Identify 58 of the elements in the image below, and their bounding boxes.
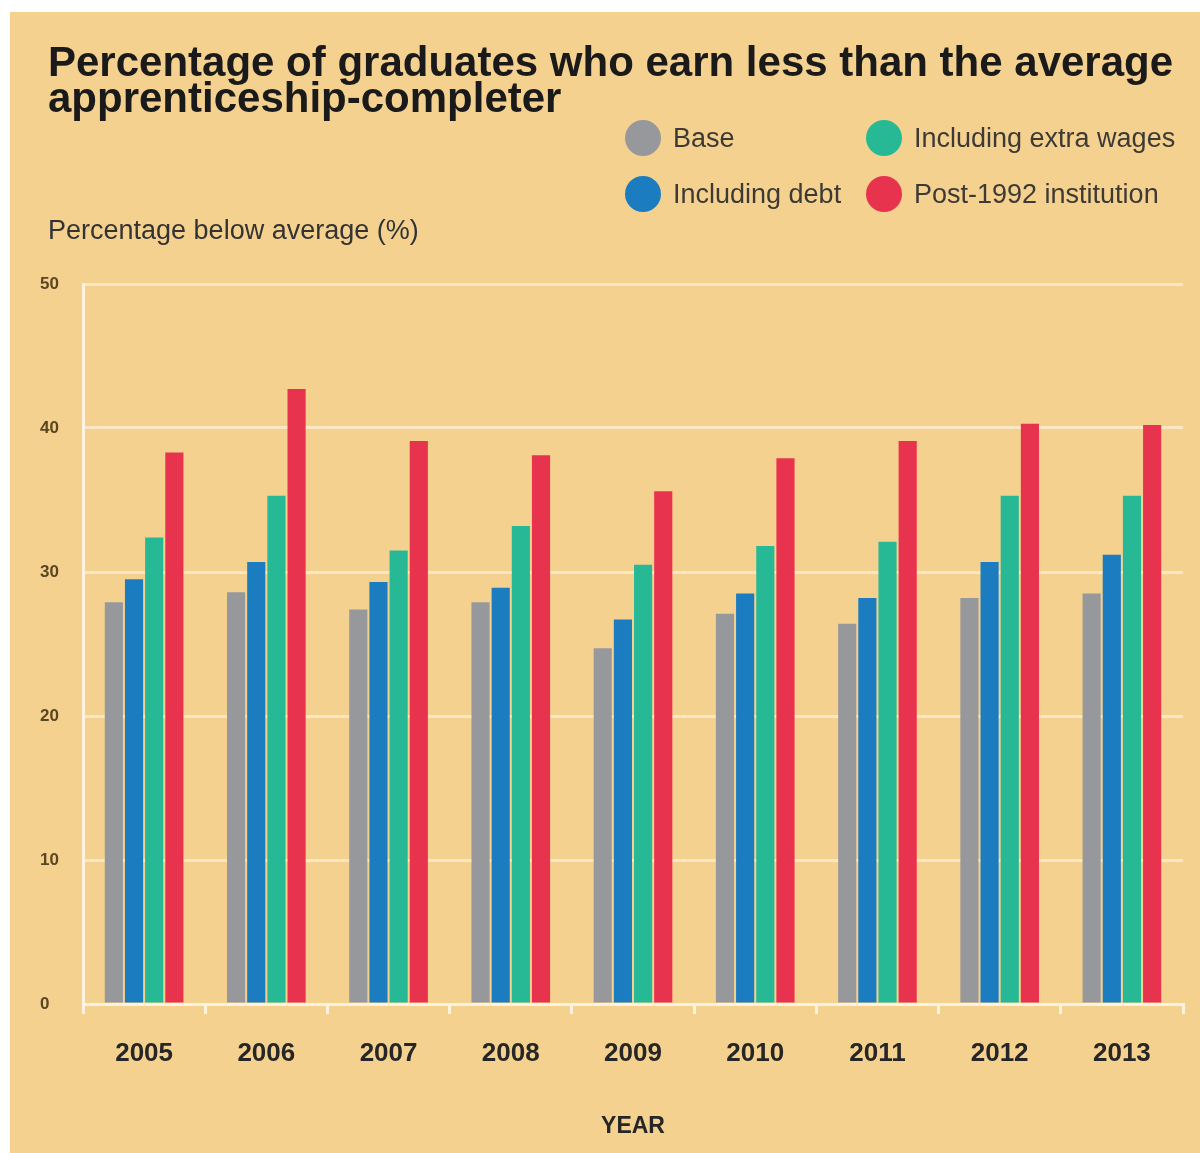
- y-tick-label: 20: [40, 705, 59, 725]
- x-tick-label: 2013: [1092, 1036, 1151, 1067]
- bar: [1143, 425, 1162, 1003]
- bar: [471, 602, 490, 1003]
- y-tick-label: 40: [40, 417, 59, 437]
- bar: [715, 613, 735, 1003]
- bar: [531, 455, 551, 1003]
- bar: [898, 440, 917, 1003]
- bar: [267, 495, 286, 1003]
- x-tick-label: 2011: [849, 1036, 906, 1067]
- y-tick-label: 50: [40, 273, 59, 293]
- bar: [736, 593, 755, 1003]
- bar: [165, 452, 184, 1003]
- legend-label: Including extra wages: [914, 122, 1176, 154]
- bar: [1082, 593, 1101, 1003]
- bar: [858, 597, 877, 1003]
- bar: [145, 537, 164, 1003]
- bar: [776, 458, 795, 1003]
- bar: [613, 619, 632, 1003]
- x-tick-label: 2008: [481, 1036, 540, 1067]
- y-tick-label: 30: [40, 561, 59, 581]
- x-tick-label: 2007: [359, 1036, 418, 1067]
- legend-label: Including debt: [673, 178, 842, 210]
- bar: [247, 561, 266, 1003]
- y-axis-title: Percentage below average (%): [48, 215, 419, 246]
- bar: [104, 602, 123, 1003]
- bar: [756, 546, 775, 1003]
- bar: [409, 440, 428, 1003]
- chart-title: Percentage of graduates who earn less than the average apprenticeship-completer: [48, 38, 1175, 121]
- bar: [124, 579, 144, 1003]
- x-tick-label: 2010: [726, 1036, 785, 1067]
- bar: [1000, 495, 1019, 1003]
- bar: [838, 623, 857, 1003]
- y-tick-label: 10: [40, 849, 59, 869]
- x-axis-title: YEAR: [601, 1111, 666, 1138]
- bar: [227, 592, 246, 1003]
- legend-label: Post-1992 institution: [914, 178, 1159, 210]
- bar: [287, 389, 306, 1003]
- bar: [511, 525, 530, 1003]
- x-tick-label: 2012: [970, 1036, 1029, 1067]
- bar: [1102, 554, 1121, 1003]
- y-tick-label: 0: [40, 993, 50, 1013]
- bar: [1122, 495, 1142, 1003]
- bar: [593, 648, 612, 1003]
- bar: [1020, 423, 1039, 1003]
- bar: [389, 550, 408, 1003]
- x-tick-label: 2005: [115, 1036, 174, 1067]
- bar: [960, 597, 979, 1003]
- bar: [654, 491, 673, 1003]
- bar: [878, 541, 897, 1003]
- x-tick-label: 2006: [237, 1036, 296, 1067]
- bar: [634, 564, 653, 1003]
- bar: [349, 609, 368, 1003]
- x-tick-label: 2009: [604, 1036, 662, 1067]
- bar: [491, 587, 510, 1003]
- bar: [980, 561, 999, 1003]
- legend-label: Base: [673, 122, 735, 154]
- bar: [369, 582, 388, 1003]
